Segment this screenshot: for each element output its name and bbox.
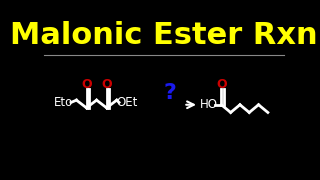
Text: O: O: [101, 78, 112, 91]
Text: OEt: OEt: [116, 96, 138, 109]
Text: O: O: [81, 78, 92, 91]
Text: HO: HO: [200, 98, 218, 111]
Text: Malonic Ester Rxn: Malonic Ester Rxn: [10, 21, 318, 50]
Text: ?: ?: [164, 83, 177, 103]
Text: Eto: Eto: [54, 96, 73, 109]
Text: O: O: [216, 78, 227, 91]
